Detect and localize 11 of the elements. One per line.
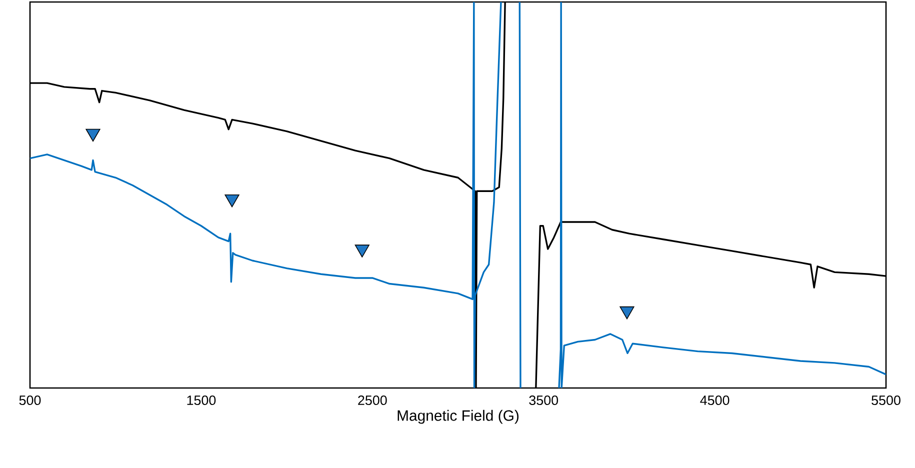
x-tick-label: 4500 [700, 396, 730, 406]
point [354, 244, 370, 258]
x-tick-label: 500 [19, 396, 41, 406]
point [86, 128, 100, 142]
point [620, 306, 634, 320]
x-tick-label: 5500 [872, 396, 900, 406]
x-tick-label: 1500 [187, 396, 216, 406]
x-axis-title: Magnetic Field (G) [398, 410, 519, 424]
x-tick-label: 3500 [529, 396, 558, 406]
point [224, 194, 240, 208]
x-tick-label: 2500 [358, 396, 387, 406]
